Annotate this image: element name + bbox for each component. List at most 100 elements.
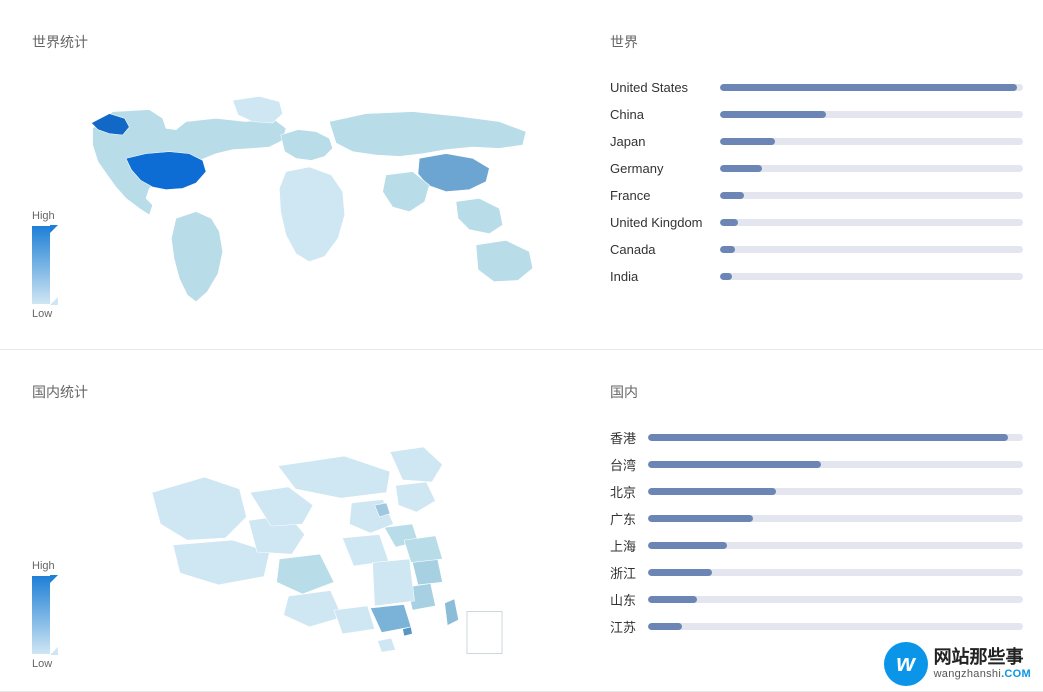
region-se-asia [456, 198, 503, 233]
region-tibet [173, 540, 270, 585]
bar-track [648, 488, 1023, 495]
bar-fill [648, 596, 697, 603]
region-russia-asia [329, 112, 526, 157]
bar-label: Canada [610, 242, 720, 257]
legend-high-label: High [32, 560, 62, 572]
world-panel: 世界统计 High Low 世界 United StatesChinaJapan… [0, 0, 1043, 350]
legend-high-label: High [32, 210, 62, 222]
bar-fill [720, 219, 738, 226]
bar-row: France [610, 188, 1023, 203]
china-map-area: High Low [32, 420, 580, 670]
region-australia [476, 240, 533, 281]
watermark-url: wangzhanshi.COM [934, 668, 1031, 680]
bar-fill [648, 623, 682, 630]
bar-track [648, 434, 1023, 441]
bar-label: 北京 [610, 482, 648, 501]
region-taiwan [445, 599, 459, 626]
region-zhejiang [412, 559, 442, 585]
legend-gradient-bar [32, 226, 50, 304]
bar-row: United States [610, 80, 1023, 95]
bar-fill [720, 192, 744, 199]
region-jilin-liaoning [396, 482, 436, 512]
bar-fill [648, 434, 1008, 441]
bar-track [648, 542, 1023, 549]
bar-fill [720, 165, 762, 172]
legend-low-label: Low [32, 658, 62, 670]
world-map-title: 世界统计 [32, 32, 580, 52]
bar-row: Japan [610, 134, 1023, 149]
region-heilongjiang [390, 447, 443, 482]
region-guangxi [334, 606, 375, 634]
bar-label: 江苏 [610, 617, 648, 636]
bar-row: 浙江 [610, 565, 1023, 580]
bar-row: Canada [610, 242, 1023, 257]
region-henan-hubei [342, 535, 388, 567]
bar-row: Germany [610, 161, 1023, 176]
bar-label: 浙江 [610, 563, 648, 582]
region-hainan [377, 638, 395, 652]
bar-track [720, 192, 1023, 199]
region-greenland [233, 96, 283, 123]
bar-label: Germany [610, 161, 720, 176]
world-map-area: High Low [32, 70, 580, 320]
bar-fill [720, 273, 732, 280]
world-list-column: 世界 United StatesChinaJapanGermanyFranceU… [600, 0, 1043, 349]
bar-row: 香港 [610, 430, 1023, 445]
bar-row: 上海 [610, 538, 1023, 553]
bar-row: India [610, 269, 1023, 284]
china-legend: High Low [32, 560, 62, 670]
watermark-icon: w [884, 642, 928, 686]
bar-label: 广东 [610, 509, 648, 528]
bar-track [720, 165, 1023, 172]
bar-track [648, 596, 1023, 603]
world-map-column: 世界统计 High Low [0, 0, 600, 349]
bar-fill [648, 569, 712, 576]
bar-label: France [610, 188, 720, 203]
bar-fill [648, 488, 776, 495]
watermark-cn-text: 网站那些事 [934, 648, 1031, 668]
region-anhui-jiangxi-hunan [373, 559, 415, 606]
bar-label: China [610, 107, 720, 122]
china-bar-list: 香港台湾北京广东上海浙江山东江苏 [610, 430, 1023, 634]
bar-label: India [610, 269, 720, 284]
bar-track [720, 273, 1023, 280]
bar-track [720, 219, 1023, 226]
bar-row: 江苏 [610, 619, 1023, 634]
world-bar-list: United States China Japan Germany France Unit… [610, 80, 1023, 284]
bar-row: 山东 [610, 592, 1023, 607]
bar-track [648, 569, 1023, 576]
bar-fill [648, 515, 753, 522]
world-map [46, 70, 566, 320]
china-map-column: 国内统计 High Low [0, 350, 600, 691]
region-jiangsu-shanghai [404, 536, 443, 563]
bar-fill [648, 461, 821, 468]
bar-label: 上海 [610, 536, 648, 555]
bar-fill [720, 111, 826, 118]
bar-track [720, 84, 1023, 91]
bar-fill [648, 542, 727, 549]
region-yunnan-guizhou [284, 591, 343, 627]
bar-track [720, 138, 1023, 145]
bar-label: United States [610, 80, 720, 95]
bar-row: 北京 [610, 484, 1023, 499]
bar-track [648, 623, 1023, 630]
bar-label: United Kingdom [610, 215, 720, 230]
bar-track [720, 111, 1023, 118]
region-south-america [171, 212, 222, 302]
bar-label: 香港 [610, 428, 648, 447]
region-xinjiang [152, 477, 247, 540]
region-sichuan [277, 554, 334, 594]
china-map [96, 416, 516, 674]
region-africa [279, 167, 344, 262]
bar-fill [720, 138, 775, 145]
china-list-column: 国内 香港台湾北京广东上海浙江山东江苏 [600, 350, 1043, 691]
bar-fill [720, 84, 1017, 91]
bar-track [720, 246, 1023, 253]
bar-row: 广东 [610, 511, 1023, 526]
bar-label: 台湾 [610, 455, 648, 474]
bar-track [648, 461, 1023, 468]
china-list-title: 国内 [610, 382, 1023, 402]
bar-row: United Kingdom [610, 215, 1023, 230]
watermark-logo: w 网站那些事 wangzhanshi.COM [884, 642, 1031, 686]
bar-row: China [610, 107, 1023, 122]
